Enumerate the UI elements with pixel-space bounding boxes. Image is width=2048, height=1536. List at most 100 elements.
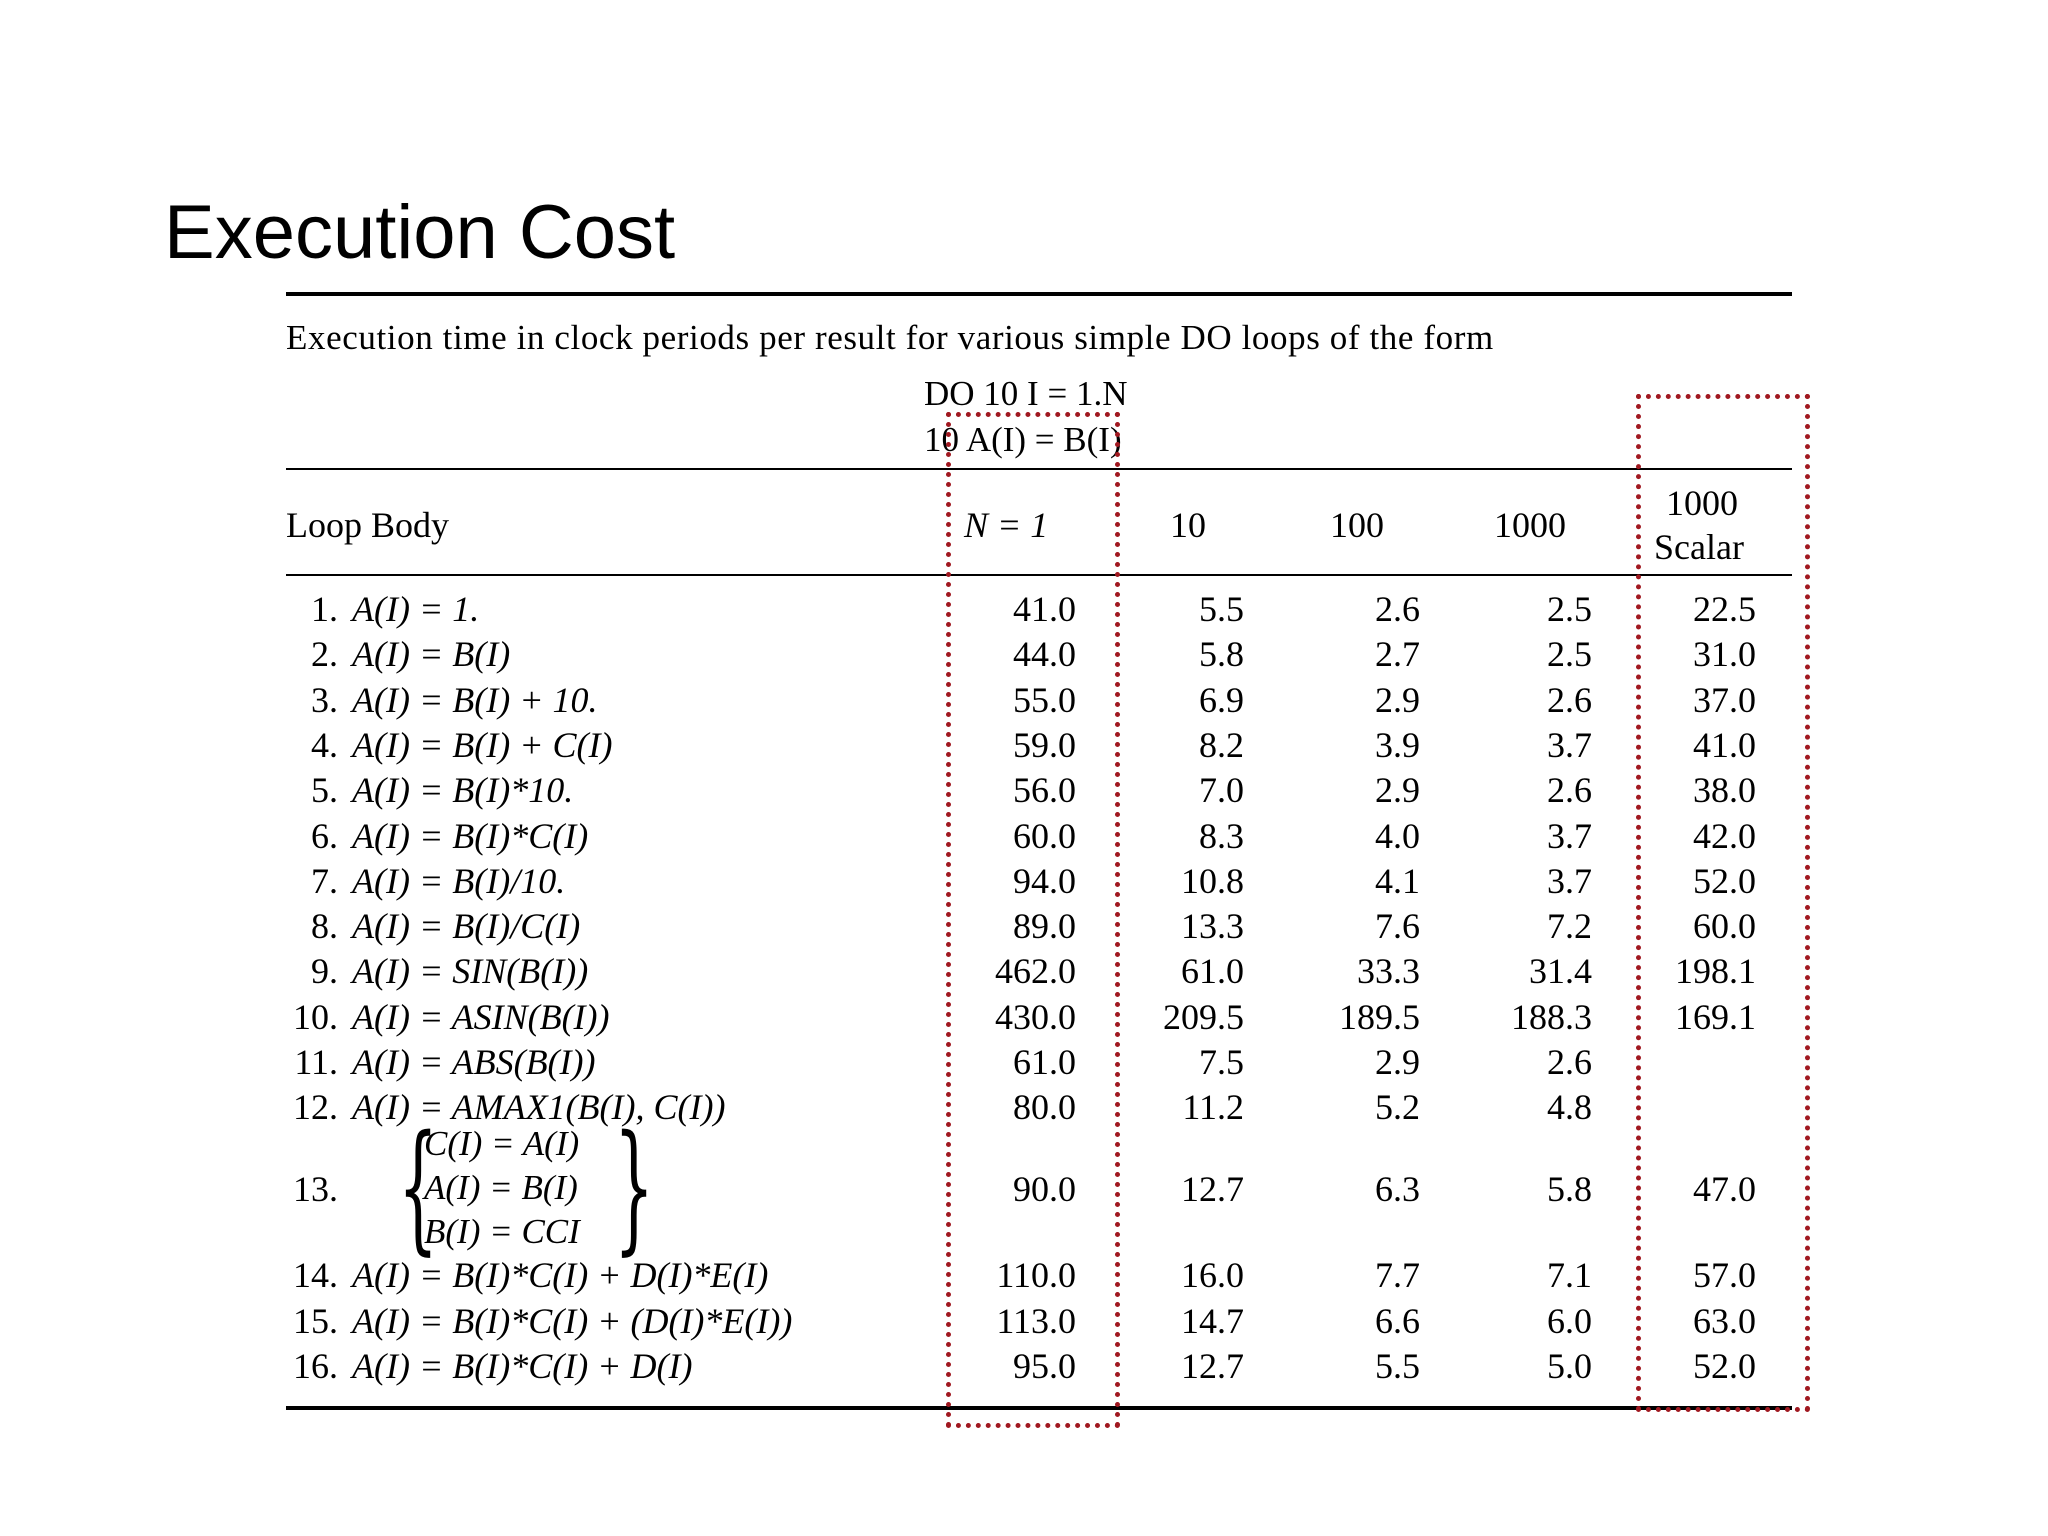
row-n1-value: 59.0: [1013, 724, 1076, 765]
row-n1-value: 80.0: [1013, 1087, 1076, 1128]
row-loop-body: A(I) = ABS(B(I)): [352, 1042, 596, 1082]
row-10-value: 7.0: [1199, 770, 1244, 811]
row-loop-body: A(I) = B(I) + 10.: [352, 679, 598, 720]
row-13-statement-1: C(I) = A(I): [424, 1124, 580, 1163]
table-row: 3. A(I) = B(I) + 10. 55.0 6.9 2.9 2.6 37.0: [0, 677, 2048, 723]
row-index: 11.: [294, 1042, 338, 1082]
row-index: 15.: [293, 1300, 338, 1341]
row-1000-value: 3.7: [1547, 815, 1592, 856]
row-10-value: 6.9: [1199, 679, 1244, 720]
row-n1-value: 95.0: [1013, 1346, 1076, 1386]
row-100-value: 3.9: [1375, 724, 1420, 765]
row-n1-value: 430.0: [995, 996, 1076, 1037]
row-index: 12.: [293, 1087, 338, 1128]
table-bottom-rule: [286, 1406, 1792, 1410]
row-scalar-value: 52.0: [1693, 860, 1756, 901]
table-row: 8. A(I) = B(I)/C(I) 89.0 13.3 7.6 7.2 60.0: [0, 903, 2048, 949]
row-13-index: 13.: [293, 1169, 338, 1209]
table-row: 11. A(I) = ABS(B(I)) 61.0 7.5 2.9 2.6: [0, 1039, 2048, 1085]
highlight-box-scalar-column: [1636, 394, 1810, 1412]
row-loop-body: A(I) = ASIN(B(I)): [352, 996, 610, 1037]
row-n1-value: 110.0: [996, 1255, 1076, 1295]
row-100-value: 4.0: [1375, 815, 1420, 856]
row-1000-value: 3.7: [1547, 860, 1592, 901]
row-1000-value: 3.7: [1547, 724, 1592, 765]
row-10-value: 14.7: [1181, 1300, 1244, 1341]
header-10: 10: [1170, 505, 1206, 545]
row-n1-value: 55.0: [1013, 679, 1076, 720]
table-row: 5. A(I) = B(I)*10. 56.0 7.0 2.9 2.6 38.0: [0, 767, 2048, 813]
header-scalar-top: 1000: [1666, 483, 1738, 523]
row-13-n1: 90.0: [1013, 1169, 1076, 1209]
row-index: 3.: [311, 679, 338, 720]
row-13-statement-2: A(I) = B(I): [424, 1168, 578, 1207]
row-10-value: 12.7: [1181, 1346, 1244, 1386]
table-row: 14. A(I) = B(I)*C(I) + D(I)*E(I) 110.0 16.0…: [0, 1252, 2048, 1298]
row-n1-value: 61.0: [1013, 1042, 1076, 1082]
row-10-value: 61.0: [1181, 951, 1244, 992]
row-13-statements: C(I) = A(I) A(I) = B(I) B(I) = CCI: [424, 1122, 580, 1254]
row-loop-body: A(I) = B(I)*C(I) + D(I)*E(I): [352, 1255, 769, 1295]
row-n1-value: 89.0: [1013, 906, 1076, 947]
row-10-value: 209.5: [1163, 996, 1244, 1037]
row-1000-value: 7.1: [1547, 1255, 1592, 1295]
header-1000: 1000: [1494, 505, 1566, 545]
row-scalar-value: 38.0: [1693, 770, 1756, 811]
row-scalar-value: 52.0: [1693, 1346, 1756, 1386]
header-100: 100: [1330, 505, 1384, 545]
loop-form-line-1: DO 10 I = 1.N: [924, 374, 1128, 413]
row-n1-value: 44.0: [1013, 634, 1076, 675]
row-1000-value: 188.3: [1511, 996, 1592, 1037]
row-13-statement-3: B(I) = CCI: [424, 1212, 580, 1251]
row-scalar-value: 37.0: [1693, 679, 1756, 720]
row-100-value: 2.6: [1375, 589, 1420, 629]
row-index: 1.: [311, 589, 338, 629]
table-row: 2. A(I) = B(I) 44.0 5.8 2.7 2.5 31.0: [0, 631, 2048, 677]
row-loop-body: A(I) = B(I)*C(I) + (D(I)*E(I)): [352, 1300, 793, 1341]
table-top-rule: [286, 292, 1792, 296]
row-index: 8.: [311, 906, 338, 947]
row-100-value: 7.6: [1375, 906, 1420, 947]
row-10-value: 5.5: [1199, 589, 1244, 629]
row-1000-value: 2.5: [1547, 634, 1592, 675]
row-100-value: 189.5: [1339, 996, 1420, 1037]
row-10-value: 16.0: [1181, 1255, 1244, 1295]
row-1000-value: 5.0: [1547, 1346, 1592, 1386]
row-100-value: 2.9: [1375, 1042, 1420, 1082]
row-1000-value: 2.5: [1547, 589, 1592, 629]
row-loop-body: A(I) = B(I)/C(I): [352, 906, 581, 947]
row-scalar-value: 22.5: [1693, 589, 1756, 629]
row-13-1000: 5.8: [1547, 1169, 1592, 1209]
row-100-value: 2.9: [1375, 679, 1420, 720]
row-100-value: 7.7: [1375, 1255, 1420, 1295]
header-n1: N = 1: [964, 505, 1049, 545]
row-100-value: 5.2: [1375, 1087, 1420, 1128]
row-10-value: 10.8: [1181, 860, 1244, 901]
row-n1-value: 41.0: [1013, 589, 1076, 629]
row-100-value: 2.9: [1375, 770, 1420, 811]
table-row: 16. A(I) = B(I)*C(I) + D(I) 95.0 12.7 5.5 5.0…: [0, 1343, 2048, 1389]
row-scalar-value: 63.0: [1693, 1300, 1756, 1341]
table-row: 4. A(I) = B(I) + C(I) 59.0 8.2 3.9 3.7 41.0: [0, 722, 2048, 768]
row-n1-value: 462.0: [995, 951, 1076, 992]
row-100-value: 33.3: [1357, 951, 1420, 992]
row-1000-value: 6.0: [1547, 1300, 1592, 1341]
row-loop-body: A(I) = B(I)*C(I): [352, 815, 589, 856]
row-scalar-value: 198.1: [1675, 951, 1756, 992]
row-loop-body: A(I) = B(I)*C(I) + D(I): [352, 1346, 693, 1386]
row-scalar-value: 31.0: [1693, 634, 1756, 675]
row-scalar-value: 60.0: [1693, 906, 1756, 947]
row-loop-body: A(I) = B(I): [352, 634, 511, 675]
loop-form-line-2: 10 A(I) = B(I): [924, 420, 1122, 459]
table-row: 10. A(I) = ASIN(B(I)) 430.0 209.5 189.5 188.3…: [0, 994, 2048, 1040]
table-caption: Execution time in clock periods per resu…: [286, 318, 1494, 357]
row-index: 2.: [311, 634, 338, 675]
table-row: 15. A(I) = B(I)*C(I) + (D(I)*E(I)) 113.0 14…: [0, 1298, 2048, 1344]
row-13-100: 6.3: [1375, 1169, 1420, 1209]
row-13-left-brace: {: [398, 1106, 439, 1269]
row-scalar-value: 57.0: [1693, 1255, 1756, 1295]
table-row: 12. A(I) = AMAX1(B(I), C(I)) 80.0 11.2 5.2 4.…: [0, 1084, 2048, 1130]
row-index: 6.: [311, 815, 338, 856]
row-loop-body: A(I) = SIN(B(I)): [352, 951, 589, 992]
row-loop-body: A(I) = 1.: [352, 589, 480, 629]
